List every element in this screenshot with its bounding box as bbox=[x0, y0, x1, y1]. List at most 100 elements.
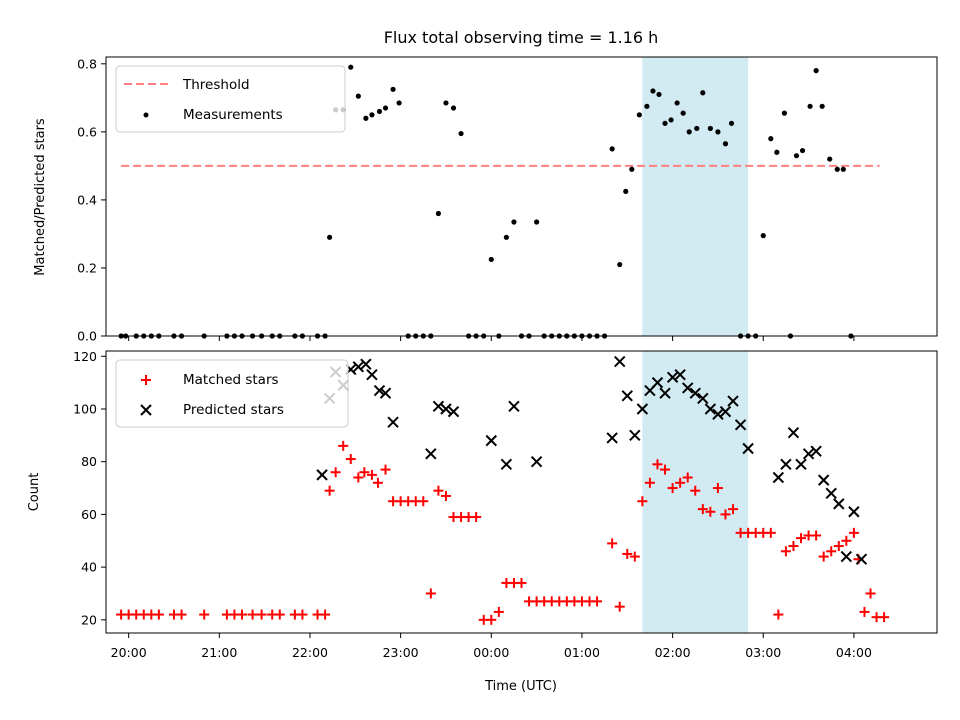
measurement-point bbox=[511, 219, 517, 225]
matched-star-point bbox=[592, 596, 603, 607]
bottom-y-tick-label: 40 bbox=[81, 560, 97, 575]
measurement-point bbox=[674, 100, 680, 106]
predicted-star-point bbox=[500, 458, 513, 471]
legend-measurements-swatch bbox=[143, 112, 149, 118]
measurement-point bbox=[458, 130, 464, 137]
top-legend-box bbox=[115, 65, 346, 133]
top-axes-frame bbox=[105, 56, 938, 337]
measurement-point bbox=[781, 110, 787, 116]
matched-star-point bbox=[818, 551, 829, 562]
matched-star-point bbox=[788, 541, 799, 552]
matched-star-point bbox=[660, 464, 671, 475]
predicted-star-point bbox=[606, 432, 618, 444]
matched-star-point bbox=[359, 467, 370, 478]
measurement-point bbox=[363, 115, 369, 121]
predicted-star-point bbox=[780, 458, 792, 471]
predicted-star-point bbox=[352, 361, 365, 373]
matched-star-point bbox=[330, 467, 341, 478]
predicted-star-point bbox=[387, 416, 399, 428]
measurement-point bbox=[715, 129, 721, 135]
matched-star-point bbox=[652, 459, 663, 470]
measurement-point bbox=[396, 100, 402, 106]
measurement-point bbox=[656, 91, 662, 98]
measurement-point bbox=[680, 110, 686, 116]
predicted-star-point bbox=[848, 506, 860, 518]
measurement-point bbox=[707, 125, 713, 132]
measurement-point bbox=[807, 103, 813, 109]
x-axis-label: Time (UTC) bbox=[484, 679, 557, 694]
matched-star-point bbox=[811, 530, 822, 541]
measurement-point bbox=[488, 256, 494, 263]
measurement-point bbox=[376, 108, 383, 115]
matched-star-point bbox=[859, 606, 870, 617]
matched-star-point bbox=[176, 609, 187, 620]
measurement-point bbox=[662, 120, 668, 126]
predicted-star-point bbox=[719, 405, 732, 418]
measurement-point bbox=[450, 105, 457, 111]
predicted-star-point bbox=[734, 419, 747, 431]
measurement-point bbox=[609, 146, 615, 152]
matched-star-point bbox=[338, 440, 349, 451]
measurement-point bbox=[629, 166, 635, 172]
matched-star-point bbox=[690, 485, 701, 496]
panel-ratio: 0.00.20.40.60.8 Matched/Predicted stars … bbox=[33, 56, 938, 344]
measurement-point bbox=[327, 234, 333, 240]
matched-star-point bbox=[841, 535, 852, 546]
matched-star-point bbox=[366, 469, 377, 480]
matched-star-point bbox=[247, 609, 258, 620]
matched-star-point bbox=[644, 477, 655, 488]
predicted-star-point bbox=[485, 434, 497, 447]
measurement-point bbox=[728, 120, 735, 126]
matched-star-point bbox=[682, 472, 693, 483]
bottom-y-tick-label: 60 bbox=[81, 507, 97, 522]
measurement-point bbox=[827, 156, 833, 162]
matched-star-point bbox=[833, 541, 844, 552]
matched-star-point bbox=[353, 472, 364, 483]
matched-star-point bbox=[153, 609, 164, 620]
x-tick-label: 03:00 bbox=[745, 645, 781, 660]
matched-star-point bbox=[256, 609, 267, 620]
measurement-point bbox=[813, 68, 819, 74]
matched-star-point bbox=[637, 496, 648, 507]
predicted-star-point bbox=[636, 403, 649, 415]
bottom-y-tick-label: 120 bbox=[73, 349, 97, 364]
matched-star-point bbox=[607, 538, 618, 549]
predicted-star-point bbox=[787, 426, 800, 439]
predicted-star-point bbox=[689, 387, 701, 399]
predicted-star-point bbox=[651, 376, 664, 389]
legend-predicted-swatch bbox=[140, 404, 152, 416]
top-y-tick-label: 0.2 bbox=[77, 260, 97, 275]
bottom-y-axis-label: Count bbox=[27, 473, 42, 512]
x-tick-label: 21:00 bbox=[201, 645, 237, 660]
matched-star-point bbox=[493, 606, 504, 617]
legend-predicted-label: Predicted stars bbox=[183, 402, 284, 418]
top-x-ticks bbox=[128, 336, 855, 341]
predicted-star-point bbox=[659, 387, 671, 399]
predicted-star-point bbox=[432, 400, 445, 413]
predicted-stars-points bbox=[316, 355, 868, 565]
top-y-tick-label: 0.0 bbox=[77, 329, 97, 344]
predicted-star-point bbox=[508, 400, 520, 413]
bottom-x-ticks: 20:00 21:00 22:00 23:00 00:00 01:00 02:00 03:00… bbox=[111, 633, 872, 660]
matched-star-point bbox=[486, 614, 497, 625]
matched-star-point bbox=[697, 504, 708, 515]
x-tick-label: 20:00 bbox=[111, 645, 147, 660]
bottom-legend: Matched stars Predicted stars bbox=[115, 359, 349, 428]
chart-title: Flux total observing time = 1.16 h bbox=[384, 28, 659, 47]
predicted-star-point bbox=[681, 382, 694, 394]
matched-star-point bbox=[705, 506, 716, 517]
predicted-star-point bbox=[360, 358, 372, 370]
measurement-point bbox=[840, 166, 846, 172]
measurement-point bbox=[617, 261, 623, 268]
matched-star-point bbox=[418, 496, 429, 507]
matched-star-point bbox=[433, 485, 444, 496]
matched-star-point bbox=[199, 609, 210, 620]
bottom-y-tick-label: 100 bbox=[73, 401, 97, 416]
matched-star-point bbox=[848, 527, 859, 538]
matched-star-point bbox=[675, 477, 686, 488]
matched-star-point bbox=[865, 588, 876, 599]
predicted-star-point bbox=[379, 387, 392, 399]
bottom-legend-box bbox=[115, 359, 349, 428]
measurement-point bbox=[636, 112, 642, 118]
